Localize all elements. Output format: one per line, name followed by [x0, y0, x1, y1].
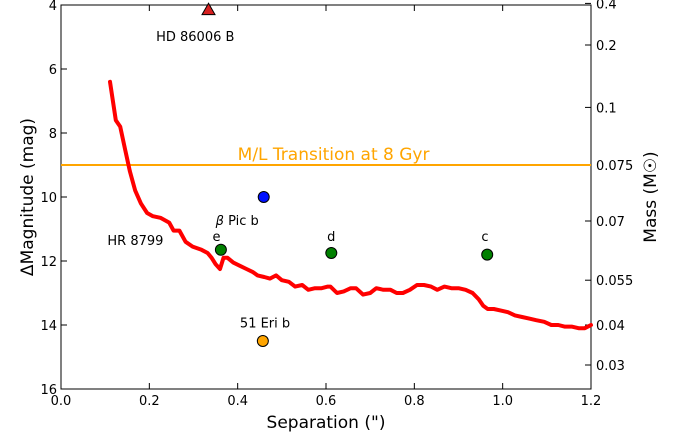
- x-tick-label: 0.2: [139, 394, 160, 409]
- x-tick-label: 0.0: [51, 394, 72, 409]
- series-group: [108, 79, 593, 331]
- point-label: d: [327, 230, 335, 245]
- point-label: HD 86006 B: [156, 30, 234, 45]
- points-group: HD 86006 Bβ Pic be d c51 Eri b: [156, 2, 494, 347]
- point-label: c: [481, 230, 488, 245]
- point-label: 51 Eri b: [240, 316, 290, 331]
- annotations-group: HR 8799: [107, 234, 163, 249]
- x-axis-ticks: 0.0 0.2 0.4 0.6 0.8 1.0 1.2: [51, 5, 602, 409]
- y-tick-label: 12: [40, 255, 57, 270]
- right-tick-label: 0.2: [596, 39, 617, 54]
- point-marker: [214, 243, 227, 256]
- y-tick-label: 14: [40, 319, 57, 334]
- x-tick-label: 1.0: [492, 394, 513, 409]
- right-tick-label: 0.4: [596, 0, 617, 12]
- y-axis-right-label: Mass (M☉): [641, 151, 661, 242]
- x-tick-label: 0.4: [227, 394, 248, 409]
- annotation-label: HR 8799: [107, 234, 163, 249]
- point-marker-triangle: [201, 2, 216, 16]
- x-tick-label: 0.6: [316, 394, 337, 409]
- transition-group: M/L Transition at 8 Gyr: [61, 145, 591, 166]
- point-marker: [256, 335, 269, 347]
- point-label-prefix: β: [215, 214, 224, 229]
- x-axis-label: Separation ("): [267, 413, 386, 433]
- point-label: e: [212, 230, 220, 245]
- x-tick-label: 0.8: [404, 394, 425, 409]
- y-tick-label: 6: [49, 63, 57, 78]
- point-label-text: Pic b: [224, 214, 259, 229]
- right-tick-label: 0.04: [596, 319, 625, 334]
- plot-frame: [60, 4, 592, 390]
- right-tick-label: 0.03: [596, 359, 625, 374]
- right-axis-ticks: 0.4 0.2 0.1 0.075 0.07 0.055 0.04 0.03: [585, 0, 633, 374]
- right-tick-label: 0.07: [596, 215, 625, 230]
- right-tick-label: 0.1: [596, 101, 617, 116]
- y-axis-label: ΔMagnitude (mag): [18, 118, 38, 276]
- y-tick-label: 10: [40, 191, 57, 206]
- x-tick-label: 1.2: [581, 394, 602, 409]
- y-tick-label: 16: [40, 383, 57, 398]
- right-tick-label: 0.055: [596, 274, 633, 289]
- point-label: β Pic b: [215, 214, 259, 229]
- transition-label: M/L Transition at 8 Gyr: [238, 145, 430, 165]
- point-marker: [481, 248, 494, 261]
- right-tick-label: 0.075: [596, 159, 633, 174]
- y-axis-ticks: 4 6 8 10 12 14 16: [40, 0, 67, 398]
- point-marker: [325, 247, 338, 259]
- point-marker: [257, 191, 270, 203]
- y-tick-label: 4: [49, 0, 57, 14]
- contrast-curve: [108, 79, 593, 331]
- y-tick-label: 8: [49, 127, 57, 142]
